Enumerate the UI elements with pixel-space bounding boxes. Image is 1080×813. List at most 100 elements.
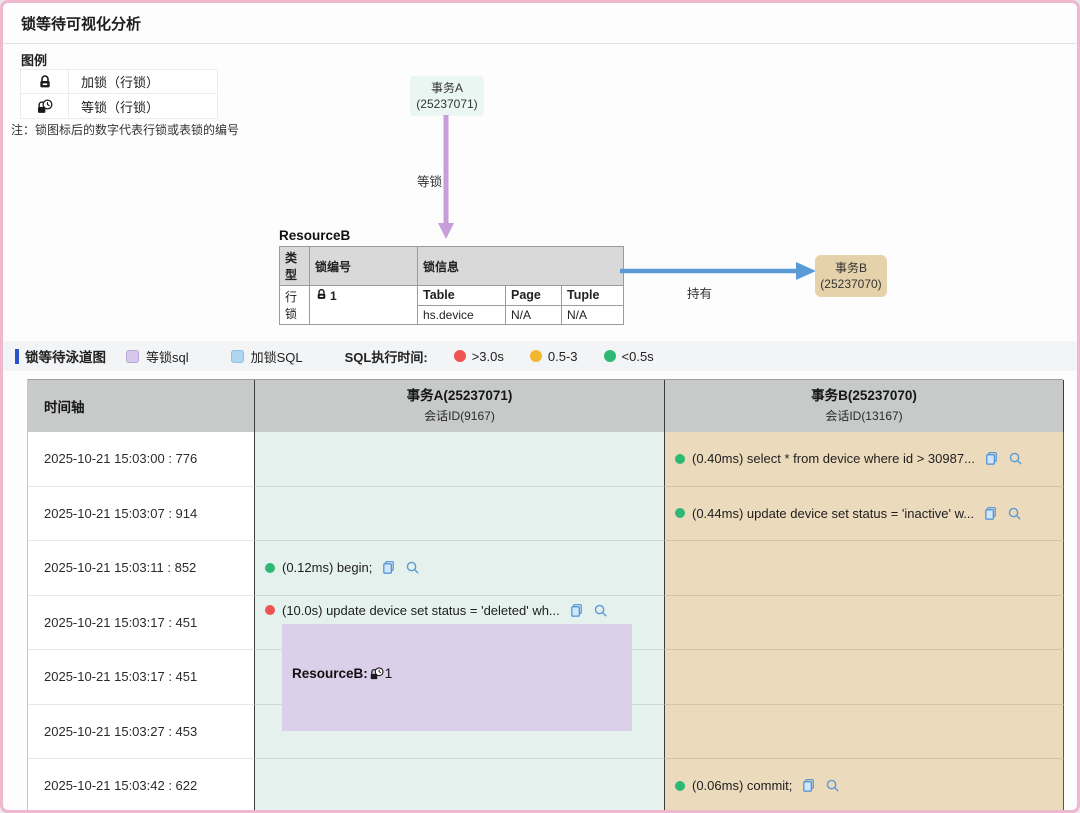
resource-row-type: 行锁 <box>279 285 310 325</box>
txn-a-header-title: 事务A(25237071) <box>406 388 513 404</box>
table-row: 2025-10-21 15:03:00 : 776 (0.40ms) selec… <box>28 432 1064 487</box>
txn-b-cell: (0.06ms) commit; <box>664 759 1064 810</box>
txn-a-cell <box>254 486 664 541</box>
resource-subcol-tuple: Tuple <box>561 285 624 306</box>
lock-icon <box>21 70 69 93</box>
red-dot <box>453 350 466 362</box>
txn-a-id: (25237071) <box>416 97 478 111</box>
resource-title: ResourceB <box>279 228 351 243</box>
timestamp: 2025-10-21 15:03:17 : 451 <box>28 595 254 650</box>
accent-bar <box>15 348 19 364</box>
wait-box-lock-number: 1 <box>384 666 393 681</box>
table-row: 2025-10-21 15:03:11 : 852 (0.12ms) begin… <box>28 541 1064 596</box>
search-icon[interactable] <box>1007 506 1022 521</box>
page-title: 锁等待可视化分析 <box>21 16 142 33</box>
copy-icon[interactable] <box>801 778 816 793</box>
search-icon[interactable] <box>825 778 840 793</box>
txn-b-cell <box>664 650 1064 705</box>
bucket-fast: <0.5s <box>603 348 654 364</box>
search-icon[interactable] <box>405 560 420 575</box>
txn-b-cell <box>664 704 1064 759</box>
txn-b-cell <box>664 595 1064 650</box>
txn-a-cell <box>254 432 664 487</box>
txn-b-cell: (0.40ms) select * from device where id >… <box>664 432 1064 487</box>
resource-subcol-table: Table <box>417 285 506 306</box>
txn-b-header-title: 事务B(25237070) <box>811 388 917 404</box>
timestamp: 2025-10-21 15:03:07 : 914 <box>28 486 254 541</box>
exec-time-dot <box>265 562 275 573</box>
sql-text: (0.06ms) commit; <box>692 778 793 794</box>
wait-box-label: ResourceB: <box>292 666 368 681</box>
copy-icon[interactable] <box>569 603 584 618</box>
resource-subcol-page: Page <box>505 285 562 306</box>
lock-icon <box>315 288 328 304</box>
swimlane-table-body: 2025-10-21 15:03:00 : 776 (0.40ms) selec… <box>28 432 1064 810</box>
resource-col-lockinfo: 锁信息 <box>417 246 624 286</box>
txn-b-cell: (0.44ms) update device set status = 'ina… <box>664 486 1064 541</box>
wait-arrow-label: 等锁 <box>417 175 443 189</box>
txn-b-column-header: 事务B(25237070) 会话ID(13167) <box>664 380 1064 432</box>
sql-text: (0.12ms) begin; <box>282 560 373 576</box>
sql-entry: (10.0s) update device set status = 'dele… <box>255 596 664 618</box>
sql-entry: (0.44ms) update device set status = 'ina… <box>665 487 1063 541</box>
swimlane-title: 锁等待泳道图 <box>25 350 106 365</box>
txn-a-node: 事务A (25237071) <box>410 76 484 116</box>
legend-table: 加锁（行锁） 等锁（行锁） <box>20 69 218 119</box>
bucket-medium-label: 0.5-3 <box>547 348 578 364</box>
sql-entry: (0.12ms) begin; <box>255 541 664 595</box>
legend-label-wait: 等锁（行锁） <box>81 99 160 115</box>
swimlane-table: 时间轴 事务A(25237071) 会话ID(9167) 事务B(2523707… <box>27 379 1064 810</box>
lock-wait-icon <box>369 666 384 681</box>
exec-time-dot <box>265 605 275 615</box>
resource-val-tuple: N/A <box>561 304 624 325</box>
resource-lock-number: 1 <box>330 289 337 303</box>
hold-arrow <box>620 262 816 280</box>
lock-sql-label: 加锁SQL <box>250 349 303 365</box>
resource-val-page: N/A <box>505 304 562 325</box>
timestamp: 2025-10-21 15:03:42 : 622 <box>28 759 254 810</box>
legend-row-lock: 加锁（行锁） <box>21 70 217 94</box>
table-row: 2025-10-21 15:03:07 : 914 (0.44ms) updat… <box>28 486 1064 541</box>
bucket-medium: 0.5-3 <box>529 348 578 364</box>
bucket-fast-label: <0.5s <box>621 348 654 364</box>
table-row: 2025-10-21 15:03:17 : 451 (10.0s) update… <box>28 595 1064 650</box>
page-header: 锁等待可视化分析 <box>3 3 1077 44</box>
exec-time-label: SQL执行时间: <box>344 349 428 365</box>
swimlane-legend-bar: 锁等待泳道图 等锁sql 加锁SQL SQL执行时间: >3.0s 0.5-3 … <box>3 341 1077 371</box>
txn-a-column-header: 事务A(25237071) 会话ID(9167) <box>254 380 664 432</box>
lock-wait-duration-box: ResourceB: 1 <box>282 624 632 731</box>
timestamp: 2025-10-21 15:03:17 : 451 <box>28 650 254 705</box>
lock-sql-swatch <box>230 349 244 363</box>
timestamp: 2025-10-21 15:03:27 : 453 <box>28 704 254 759</box>
search-icon[interactable] <box>1008 451 1023 466</box>
timestamp: 2025-10-21 15:03:00 : 776 <box>28 432 254 487</box>
legend-heading: 图例 <box>21 53 48 68</box>
txn-b-cell <box>664 541 1064 596</box>
txn-a-name: 事务A <box>430 80 463 95</box>
txn-b-header-session: 会话ID(13167) <box>825 409 903 424</box>
search-icon[interactable] <box>593 603 608 618</box>
hold-arrow-label: 持有 <box>687 287 713 301</box>
timeline-column-header: 时间轴 <box>44 400 85 415</box>
lock-wait-icon <box>21 94 69 118</box>
copy-icon[interactable] <box>984 451 999 466</box>
resource-lockno-cell: 1 <box>309 285 418 325</box>
swimlane-table-header: 时间轴 事务A(25237071) 会话ID(9167) 事务B(2523707… <box>28 380 1064 432</box>
wait-sql-label: 等锁sql <box>146 349 189 365</box>
wait-box-content: ResourceB: 1 <box>292 666 392 681</box>
copy-icon[interactable] <box>381 560 396 575</box>
resource-col-type: 类型 <box>279 246 310 286</box>
txn-a-header-session: 会话ID(9167) <box>424 409 495 424</box>
txn-b-id: (25237070) <box>820 277 882 291</box>
legend-note: 注：锁图标后的数字代表行锁或表锁的编号 <box>11 123 240 137</box>
resource-table: 类型 锁编号 锁信息 行锁 1 Table Page Tuple hs.devi… <box>279 246 624 325</box>
sql-entry: (0.40ms) select * from device where id >… <box>665 432 1063 486</box>
copy-icon[interactable] <box>983 506 998 521</box>
exec-time-dot <box>675 508 685 519</box>
sql-entry: (0.06ms) commit; <box>665 759 1063 810</box>
txn-b-node: 事务B (25237070) <box>815 255 887 297</box>
green-dot <box>603 350 616 362</box>
wait-arrow <box>438 115 454 239</box>
legend-row-wait: 等锁（行锁） <box>21 94 217 118</box>
